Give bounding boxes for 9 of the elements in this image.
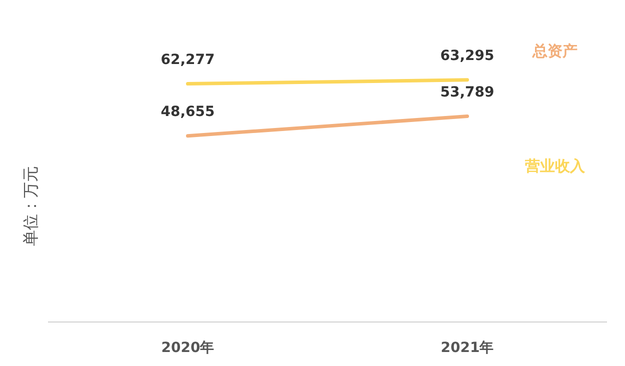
data-label: 53,789 [440,84,494,100]
x-tick-label: 2020年 [161,340,214,356]
text: 总资产 [532,42,578,60]
text: 营业收入 [524,157,586,175]
data-label: 48,655 [160,104,215,120]
x-tick-label: 2021年 [440,340,494,356]
y-axis-title: 单位：万元 [21,166,40,246]
data-label: 62,277 [160,52,215,68]
data-label: 63,295 [440,48,494,64]
